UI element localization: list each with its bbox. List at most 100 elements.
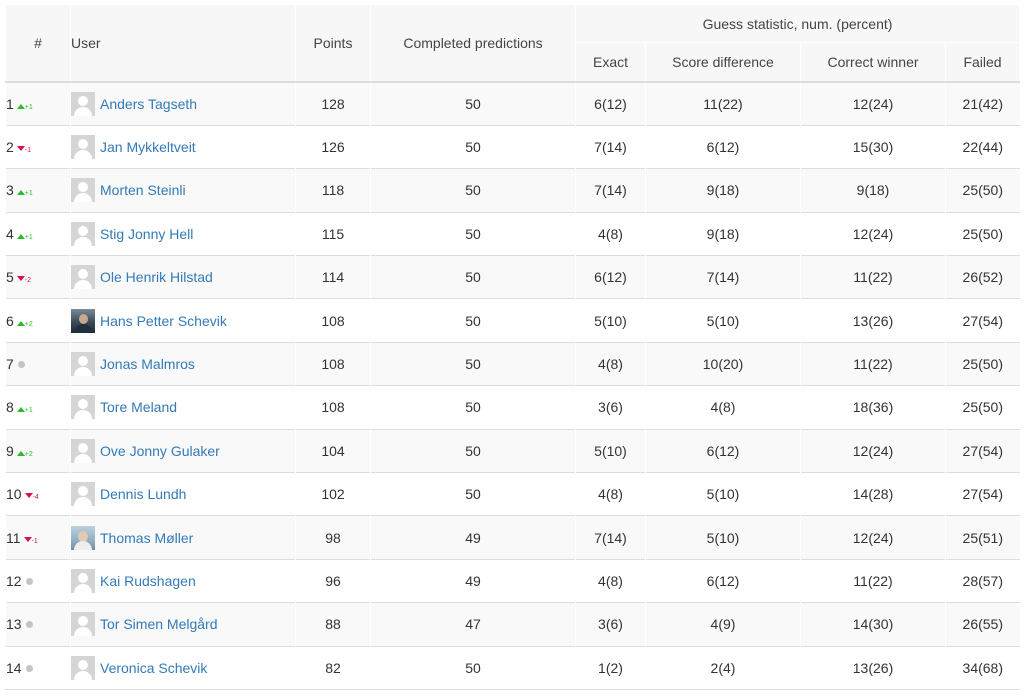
avatar-body-shape bbox=[74, 583, 92, 593]
avatar[interactable] bbox=[71, 612, 95, 637]
arrow-up-icon bbox=[16, 233, 25, 239]
rank-number: 11 bbox=[6, 529, 21, 546]
user-column-header[interactable]: User bbox=[70, 4, 296, 83]
completed-predictions-cell: 50 bbox=[370, 255, 576, 299]
avatar-head-shape bbox=[78, 139, 88, 150]
avatar-body-shape bbox=[74, 453, 92, 463]
avatar-body-shape bbox=[74, 670, 92, 680]
avatar-body-shape bbox=[74, 193, 92, 203]
correct-winner-cell: 11(22) bbox=[800, 341, 946, 386]
rank-cell: 12 bbox=[5, 558, 71, 603]
score-difference-cell: 4(9) bbox=[645, 602, 801, 647]
completed-predictions-cell: 50 bbox=[370, 472, 576, 516]
avatar[interactable] bbox=[71, 525, 95, 550]
user-name-link[interactable]: Ole Henrik Hilstad bbox=[100, 269, 213, 286]
table-row: 13 Tor Simen Melgård 88 47 3(6) 4(9) 14(30) 26(… bbox=[5, 602, 1020, 647]
points-cell: 108 bbox=[295, 298, 371, 343]
user-name-link[interactable]: Stig Jonny Hell bbox=[100, 225, 194, 242]
rank-number: 12 bbox=[6, 572, 22, 589]
avatar-head-shape bbox=[78, 269, 88, 280]
points-cell: 98 bbox=[295, 515, 371, 560]
user-name-link[interactable]: Jonas Malmros bbox=[100, 356, 195, 373]
rank-unchanged-dot-icon bbox=[25, 577, 33, 585]
user-name-link[interactable]: Thomas Møller bbox=[100, 529, 194, 546]
avatar-head-shape bbox=[78, 225, 88, 236]
rank-column-header[interactable]: # bbox=[5, 4, 71, 83]
exact-cell: 4(8) bbox=[575, 211, 646, 256]
avatar[interactable] bbox=[71, 91, 95, 116]
avatar[interactable] bbox=[71, 221, 95, 246]
avatar[interactable] bbox=[71, 135, 95, 160]
rank-change: +1 bbox=[24, 233, 33, 241]
completed-predictions-cell: 49 bbox=[370, 558, 576, 603]
completed-predictions-cell: 50 bbox=[370, 298, 576, 343]
guess-statistic-group-header: Guess statistic, num. (percent) bbox=[574, 4, 1021, 43]
user-name-link[interactable]: Dennis Lundh bbox=[100, 486, 187, 503]
table-row: 14 Veronica Schevik 82 50 1(2) 2(4) 13(26) 34(6… bbox=[5, 645, 1020, 690]
table-header: # User Points Completed predictions Gues… bbox=[5, 4, 1021, 83]
rank-number: 2 bbox=[6, 139, 14, 156]
failed-cell: 27(54) bbox=[944, 428, 1020, 473]
exact-cell: 3(6) bbox=[575, 385, 646, 430]
avatar-body-shape bbox=[74, 497, 92, 507]
failed-column-header[interactable]: Failed bbox=[944, 42, 1021, 83]
avatar[interactable] bbox=[71, 395, 95, 420]
user-name-link[interactable]: Tore Meland bbox=[100, 399, 178, 416]
completed-predictions-cell: 50 bbox=[370, 341, 576, 386]
exact-cell: 3(6) bbox=[575, 602, 646, 647]
user-cell: Morten Steinli bbox=[70, 168, 296, 213]
correct-winner-cell: 12(24) bbox=[800, 515, 946, 560]
points-cell: 88 bbox=[295, 602, 371, 647]
user-cell: Stig Jonny Hell bbox=[70, 211, 296, 256]
user-name-link[interactable]: Kai Rudshagen bbox=[100, 572, 196, 589]
rank-cell: 5 -2 bbox=[5, 255, 71, 299]
correct-winner-cell: 11(22) bbox=[800, 558, 946, 603]
exact-cell: 7(14) bbox=[575, 515, 646, 560]
user-name-link[interactable]: Morten Steinli bbox=[100, 182, 186, 199]
table-row: 8 +1 Tore Meland 108 50 3(6) 4(8) 18(36) 25(50) bbox=[5, 385, 1020, 430]
user-cell: Jan Mykkeltveit bbox=[70, 124, 296, 169]
avatar[interactable] bbox=[71, 568, 95, 593]
avatar[interactable] bbox=[71, 265, 95, 290]
avatar[interactable] bbox=[71, 178, 95, 203]
rank-change: +2 bbox=[24, 450, 33, 458]
avatar[interactable] bbox=[71, 352, 95, 377]
avatar-body-shape bbox=[74, 367, 92, 377]
exact-column-header[interactable]: Exact bbox=[575, 42, 646, 83]
user-cell: Anders Tagseth bbox=[70, 81, 296, 126]
user-name-link[interactable]: Tor Simen Melgård bbox=[100, 616, 218, 633]
rank-cell: 4 +1 bbox=[5, 211, 71, 256]
score-difference-cell: 5(10) bbox=[645, 515, 801, 560]
avatar-body-shape bbox=[74, 106, 92, 116]
rank-cell: 13 bbox=[5, 602, 71, 647]
arrow-down-icon bbox=[24, 493, 33, 499]
rank-number: 9 bbox=[6, 442, 14, 459]
score-difference-column-header[interactable]: Score difference bbox=[645, 42, 801, 83]
user-name-link[interactable]: Anders Tagseth bbox=[100, 95, 198, 112]
score-difference-cell: 5(10) bbox=[645, 472, 801, 516]
rank-cell: 11 -1 bbox=[5, 515, 71, 560]
user-name-link[interactable]: Hans Petter Schevik bbox=[100, 312, 227, 329]
completed-predictions-cell: 50 bbox=[370, 385, 576, 430]
arrow-up-icon bbox=[16, 190, 25, 196]
user-cell: Jonas Malmros bbox=[70, 341, 296, 386]
avatar[interactable] bbox=[71, 308, 95, 333]
correct-winner-column-header[interactable]: Correct winner bbox=[800, 42, 946, 83]
avatar-head-shape bbox=[78, 486, 88, 497]
failed-cell: 26(55) bbox=[944, 602, 1020, 647]
rank-number: 10 bbox=[6, 486, 22, 503]
table-row: 1 +1 Anders Tagseth 128 50 6(12) 11(22) 12(24) 2… bbox=[5, 81, 1020, 126]
avatar[interactable] bbox=[71, 482, 95, 507]
user-name-link[interactable]: Ove Jonny Gulaker bbox=[100, 442, 220, 459]
user-name-link[interactable]: Veronica Schevik bbox=[100, 659, 208, 676]
points-cell: 102 bbox=[295, 472, 371, 516]
completed-predictions-column-header[interactable]: Completed predictions bbox=[370, 4, 576, 83]
rank-number: 5 bbox=[6, 269, 14, 286]
table-row: 9 +2 Ove Jonny Gulaker 104 50 5(10) 6(12) 12(24… bbox=[5, 428, 1020, 473]
avatar[interactable] bbox=[71, 438, 95, 463]
avatar[interactable] bbox=[71, 655, 95, 680]
user-cell: Ove Jonny Gulaker bbox=[70, 428, 296, 473]
user-name-link[interactable]: Jan Mykkeltveit bbox=[100, 139, 196, 156]
correct-winner-cell: 9(18) bbox=[800, 168, 946, 213]
points-column-header[interactable]: Points bbox=[295, 4, 371, 83]
